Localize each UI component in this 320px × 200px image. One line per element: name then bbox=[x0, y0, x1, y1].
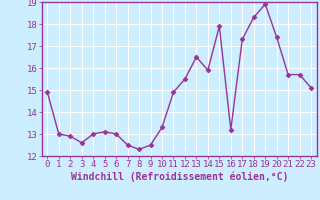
X-axis label: Windchill (Refroidissement éolien,°C): Windchill (Refroidissement éolien,°C) bbox=[70, 172, 288, 182]
